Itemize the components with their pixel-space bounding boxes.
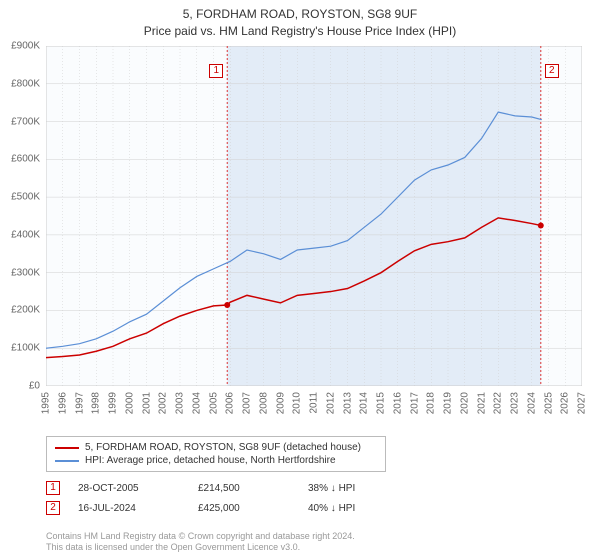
sale-price-1: £425,000 [198, 503, 308, 514]
x-tick-label: 1996 [57, 392, 68, 414]
y-axis-labels: £0£100K£200K£300K£400K£500K£600K£700K£80… [0, 46, 44, 386]
legend-item-0: 5, FORDHAM ROAD, ROYSTON, SG8 9UF (detac… [55, 441, 377, 454]
y-tick-label: £900K [11, 41, 40, 52]
x-tick-label: 2009 [275, 392, 286, 414]
chart-plot-area: 12 [46, 46, 582, 386]
x-tick-label: 2011 [309, 392, 320, 414]
x-tick-label: 2014 [359, 392, 370, 414]
x-tick-label: 2025 [543, 392, 554, 414]
x-tick-label: 2018 [426, 392, 437, 414]
chart-sale-marker-1: 2 [545, 64, 559, 78]
x-tick-label: 2005 [208, 392, 219, 414]
x-tick-label: 2013 [342, 392, 353, 414]
x-tick-label: 2003 [175, 392, 186, 414]
chart-sale-marker-0: 1 [209, 64, 223, 78]
chart-title-line2: Price paid vs. HM Land Registry's House … [0, 23, 600, 40]
x-tick-label: 2027 [577, 392, 588, 414]
sale-marker-1: 2 [46, 501, 60, 515]
x-tick-label: 2000 [124, 392, 135, 414]
sale-hpi-1: 40% ↓ HPI [308, 503, 408, 514]
y-tick-label: £500K [11, 192, 40, 203]
legend-swatch-0 [55, 447, 79, 449]
y-tick-label: £700K [11, 116, 40, 127]
x-tick-label: 2019 [443, 392, 454, 414]
chart-title-line1: 5, FORDHAM ROAD, ROYSTON, SG8 9UF [0, 6, 600, 23]
x-tick-label: 1999 [108, 392, 119, 414]
legend-item-1: HPI: Average price, detached house, Nort… [55, 454, 377, 467]
y-tick-label: £0 [29, 381, 40, 392]
y-tick-label: £400K [11, 229, 40, 240]
sale-hpi-0: 38% ↓ HPI [308, 483, 408, 494]
x-tick-label: 1997 [74, 392, 85, 414]
y-tick-label: £300K [11, 267, 40, 278]
x-tick-label: 2023 [510, 392, 521, 414]
x-tick-label: 2008 [258, 392, 269, 414]
x-tick-label: 2017 [409, 392, 420, 414]
y-tick-label: £200K [11, 305, 40, 316]
sale-row-1: 2 16-JUL-2024 £425,000 40% ↓ HPI [46, 498, 582, 518]
chart-title-block: 5, FORDHAM ROAD, ROYSTON, SG8 9UF Price … [0, 0, 600, 40]
y-tick-label: £100K [11, 343, 40, 354]
chart-svg [46, 46, 582, 386]
legend: 5, FORDHAM ROAD, ROYSTON, SG8 9UF (detac… [46, 436, 386, 472]
x-tick-label: 2001 [141, 392, 152, 414]
x-tick-label: 2007 [242, 392, 253, 414]
x-tick-label: 2020 [459, 392, 470, 414]
footer-line2: This data is licensed under the Open Gov… [46, 542, 355, 554]
x-tick-label: 2016 [392, 392, 403, 414]
y-tick-label: £800K [11, 78, 40, 89]
chart-container: 5, FORDHAM ROAD, ROYSTON, SG8 9UF Price … [0, 0, 600, 560]
x-tick-label: 2022 [493, 392, 504, 414]
x-tick-label: 2024 [526, 392, 537, 414]
legend-label-0: 5, FORDHAM ROAD, ROYSTON, SG8 9UF (detac… [85, 442, 361, 453]
x-tick-label: 2021 [476, 392, 487, 414]
y-tick-label: £600K [11, 154, 40, 165]
x-tick-label: 1998 [91, 392, 102, 414]
x-tick-label: 2015 [376, 392, 387, 414]
x-tick-label: 2004 [191, 392, 202, 414]
x-tick-label: 1995 [41, 392, 52, 414]
sale-marker-0: 1 [46, 481, 60, 495]
sales-section: 1 28-OCT-2005 £214,500 38% ↓ HPI 2 16-JU… [46, 478, 582, 518]
sale-date-0: 28-OCT-2005 [78, 483, 198, 494]
legend-label-1: HPI: Average price, detached house, Nort… [85, 455, 336, 466]
x-axis-labels: 1995199619971998199920002001200220032004… [46, 390, 582, 440]
x-tick-label: 2002 [158, 392, 169, 414]
x-tick-label: 2006 [225, 392, 236, 414]
x-tick-label: 2026 [560, 392, 571, 414]
sale-date-1: 16-JUL-2024 [78, 503, 198, 514]
sale-price-0: £214,500 [198, 483, 308, 494]
x-tick-label: 2010 [292, 392, 303, 414]
x-tick-label: 2012 [325, 392, 336, 414]
sale-row-0: 1 28-OCT-2005 £214,500 38% ↓ HPI [46, 478, 582, 498]
footer-line1: Contains HM Land Registry data © Crown c… [46, 531, 355, 543]
footer: Contains HM Land Registry data © Crown c… [46, 531, 355, 554]
legend-swatch-1 [55, 460, 79, 462]
